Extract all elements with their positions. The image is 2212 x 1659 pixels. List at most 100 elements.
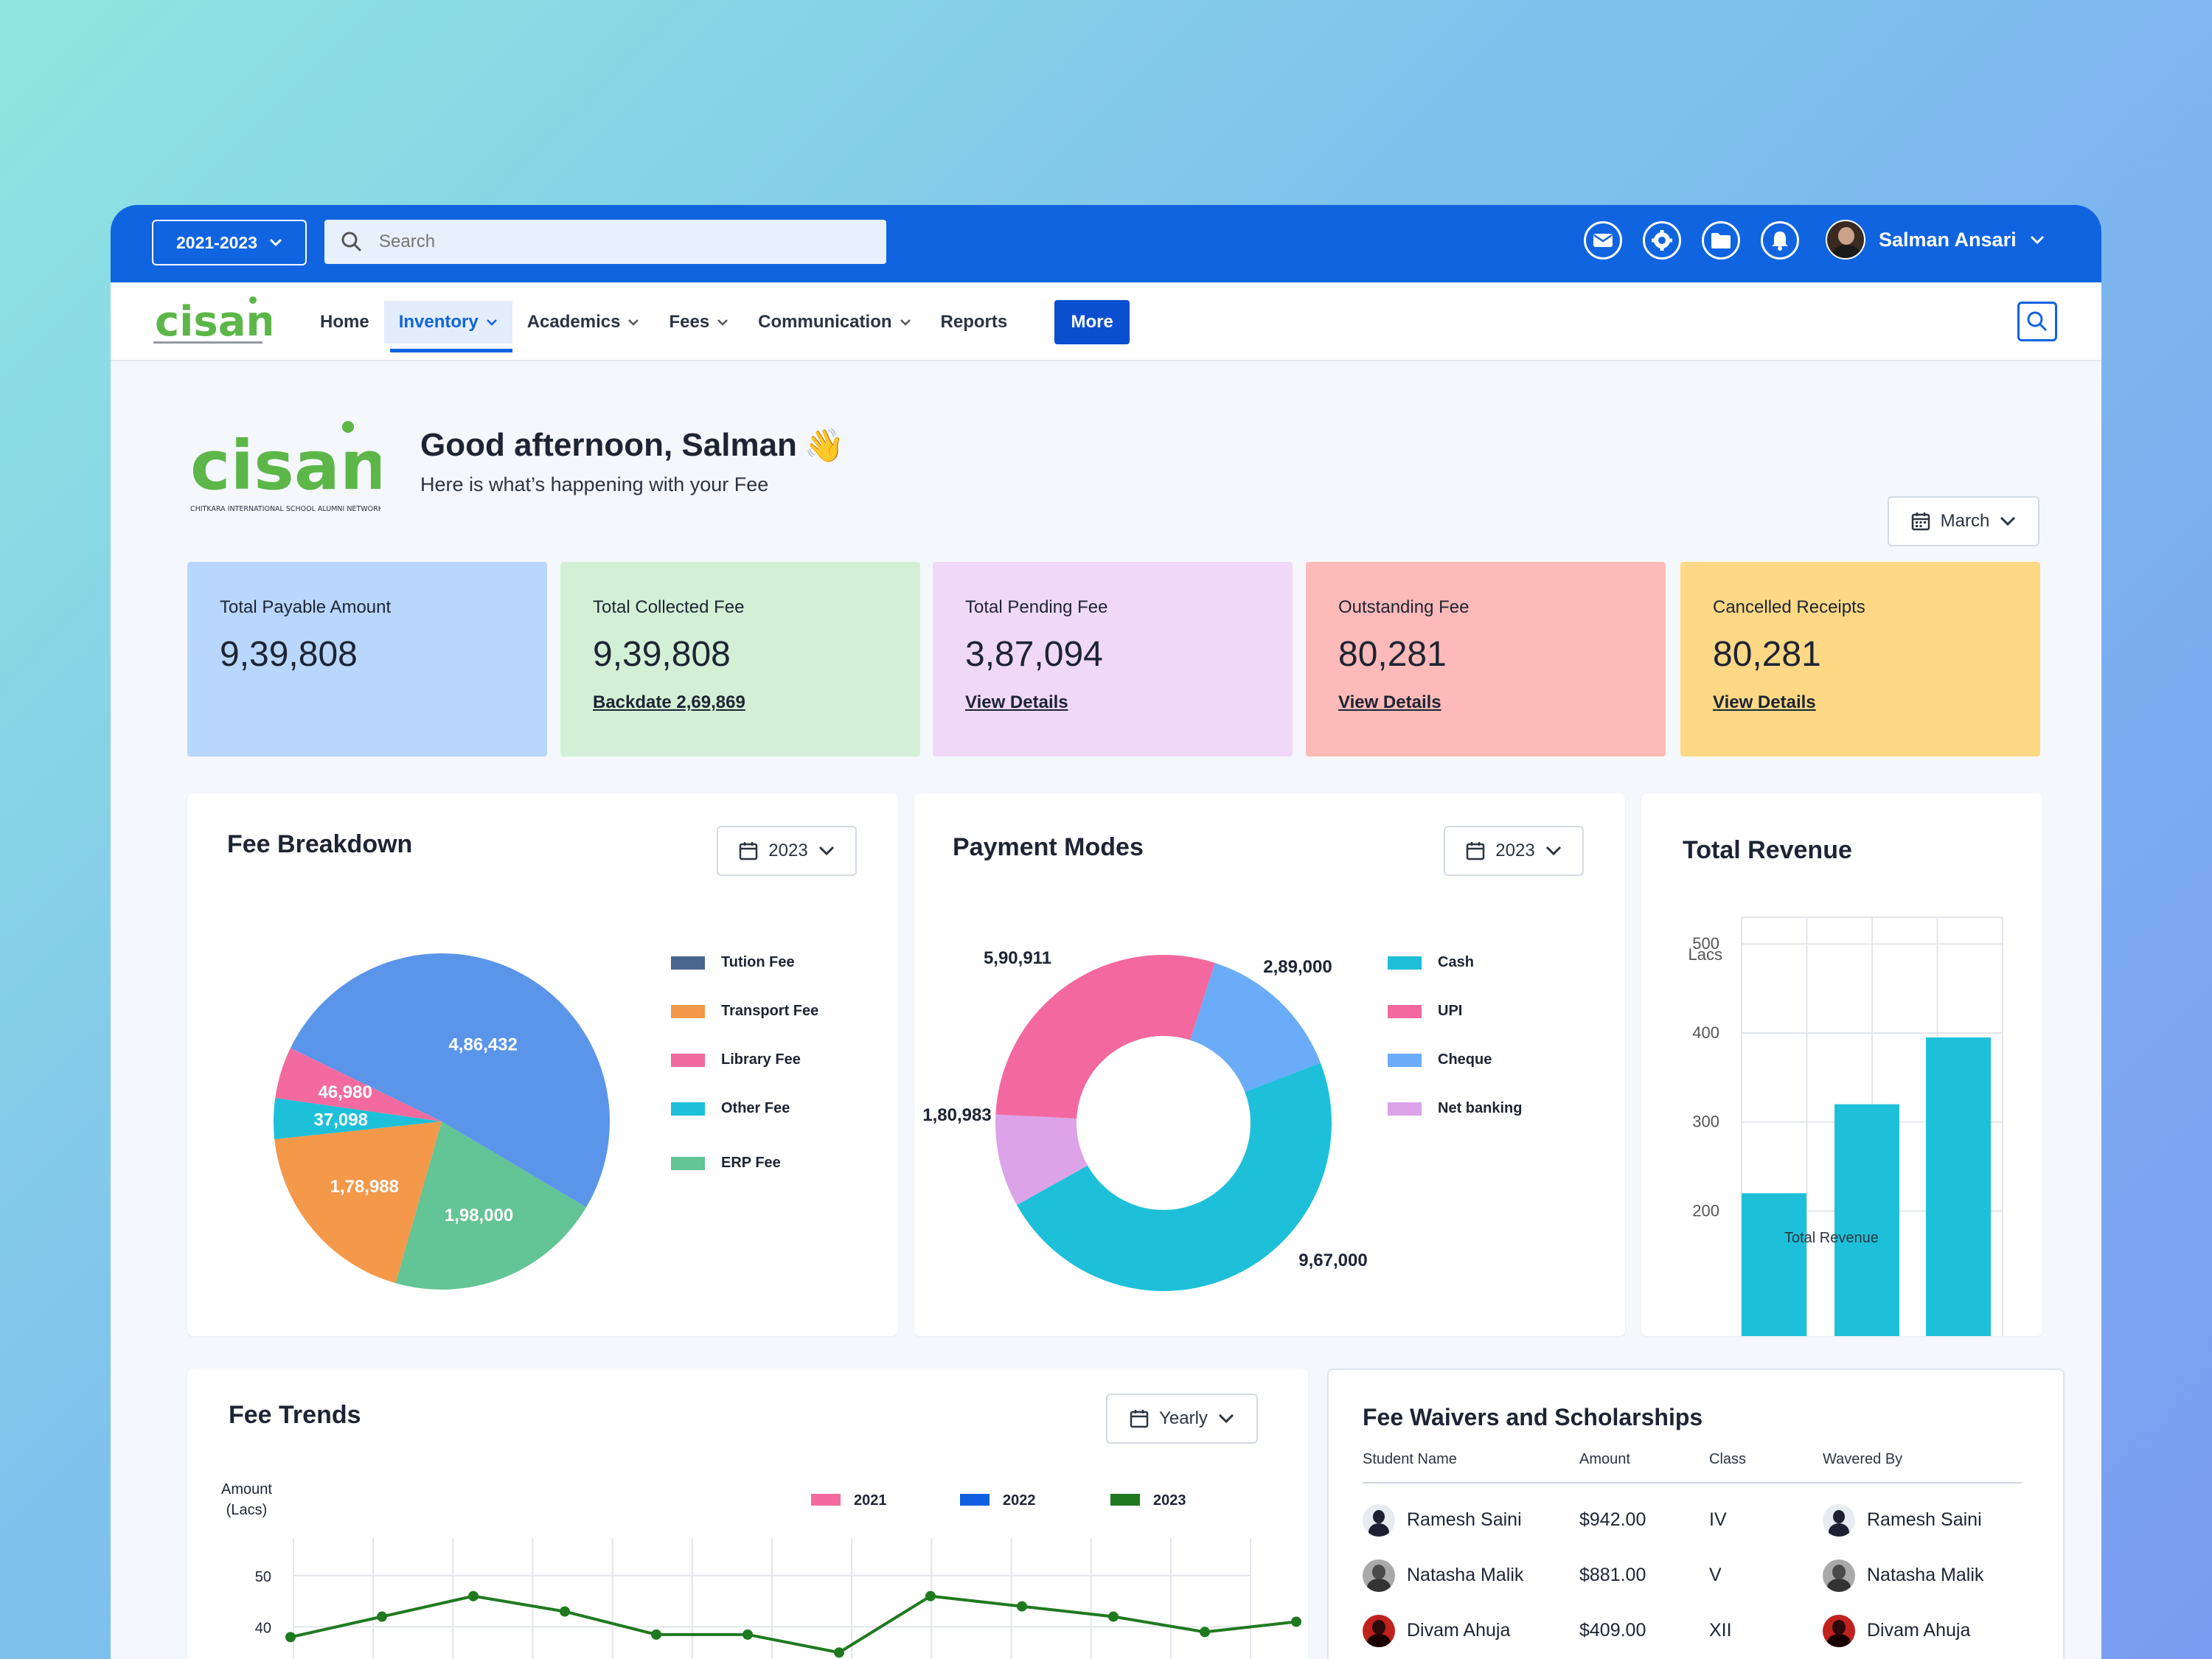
academic-year-select[interactable]: 2021-2023: [152, 220, 307, 265]
fee-breakdown-pie: 4,86,432 1,98,000 1,78,988 37,098 46,980: [274, 953, 610, 1290]
stat-link[interactable]: View Details: [1338, 692, 1441, 712]
search-box[interactable]: [324, 220, 886, 264]
svg-text:CHITKARA INTERNATIONAL SCHOOL: CHITKARA INTERNATIONAL SCHOOL ALUMNI NET…: [190, 505, 380, 513]
more-button[interactable]: More: [1054, 300, 1130, 344]
cell-class: IV: [1709, 1509, 1727, 1530]
data-point[interactable]: [1200, 1627, 1210, 1638]
stat-link[interactable]: View Details: [1713, 692, 1816, 712]
nav-item-reports[interactable]: Reports: [926, 301, 1023, 344]
data-point[interactable]: [560, 1606, 570, 1617]
wavered-by-name: Ramesh Saini: [1867, 1509, 1982, 1530]
data-point[interactable]: [742, 1629, 753, 1640]
legend-swatch: [811, 1494, 841, 1506]
bar[interactable]: [1926, 1037, 1991, 1336]
table-row[interactable]: Ramesh Saini $942.00 IV Ramesh Saini: [1363, 1492, 2022, 1548]
nav-item-label: Home: [320, 312, 369, 332]
app-logo[interactable]: cisan: [153, 293, 271, 352]
wave-icon: 👋: [804, 428, 845, 464]
svg-text:cisan: cisan: [155, 298, 271, 346]
greeting-block: Good afternoon, Salman 👋 Here is what’s h…: [420, 426, 845, 496]
donut-slice[interactable]: [995, 1114, 1088, 1206]
chevron-down-icon: [818, 846, 834, 856]
data-point[interactable]: [834, 1647, 844, 1658]
table-row[interactable]: Natasha Malik $881.00 V Natasha Malik: [1363, 1548, 2022, 1603]
data-point[interactable]: [1291, 1616, 1301, 1627]
nav-item-inventory[interactable]: Inventory: [383, 301, 512, 352]
data-point[interactable]: [925, 1590, 936, 1601]
nav-item-home[interactable]: Home: [305, 301, 384, 344]
legend-label: 2023: [1153, 1492, 1186, 1509]
legend-label: 2022: [1003, 1492, 1036, 1509]
mail-icon[interactable]: [1584, 221, 1622, 260]
app-window: 2021-2023 Salman Ansari: [111, 205, 2101, 1659]
nav-item-communication[interactable]: Communication: [743, 301, 925, 344]
stat-card: Total Collected Fee 9,39,808 Backdate 2,69…: [560, 562, 920, 757]
legend-item: Transport Fee: [671, 1003, 818, 1020]
folder-icon[interactable]: [1702, 221, 1740, 260]
y-tick-label: 40: [255, 1620, 271, 1636]
legend-item: Cheque: [1388, 1051, 1492, 1068]
top-icon-group: [1584, 221, 1799, 260]
pie-slice[interactable]: [274, 1121, 442, 1284]
search-icon: [2027, 311, 2048, 332]
greeting-text: Good afternoon, Salman: [420, 427, 797, 463]
search-input[interactable]: [379, 232, 821, 252]
pie-slice[interactable]: [290, 953, 610, 1208]
col-amount: Amount: [1579, 1451, 1630, 1467]
nav-item-fees[interactable]: Fees: [654, 301, 743, 344]
donut-slice[interactable]: [1017, 1062, 1332, 1292]
calendar-icon: [1467, 842, 1485, 860]
stat-label: Total Collected Fee: [593, 597, 745, 617]
stat-link[interactable]: Backdate 2,69,869: [593, 692, 745, 712]
data-point[interactable]: [1108, 1611, 1119, 1622]
cell-student: Natasha Malik: [1363, 1559, 1579, 1592]
fee-trends-panel: Fee Trends Yearly Amount (Lacs) 2021 2022…: [187, 1368, 1308, 1659]
month-select[interactable]: March: [1888, 496, 2039, 546]
cell-amount: $409.00: [1579, 1620, 1646, 1641]
cell-class: V: [1709, 1565, 1722, 1585]
donut-slice[interactable]: [1190, 962, 1321, 1092]
payment-modes-title: Payment Modes: [953, 833, 1144, 861]
stat-label: Cancelled Receipts: [1713, 597, 1865, 617]
col-student-name: Student Name: [1363, 1451, 1457, 1467]
cell-student: Divam Ahuja: [1363, 1614, 1579, 1647]
greeting-title: Good afternoon, Salman 👋: [420, 426, 845, 465]
avatar: [1363, 1559, 1395, 1592]
gear-icon[interactable]: [1643, 221, 1681, 260]
data-point[interactable]: [285, 1632, 296, 1643]
nav-item-academics[interactable]: Academics: [512, 301, 655, 344]
greeting-subtitle: Here is what’s happening with your Fee: [420, 473, 769, 495]
legend-swatch: [671, 956, 705, 970]
user-menu[interactable]: Salman Ansari: [1826, 220, 2045, 260]
fee-breakdown-year-select[interactable]: 2023: [717, 826, 857, 876]
y-tick-label: 500: [1692, 934, 1719, 953]
donut-slice[interactable]: [995, 955, 1215, 1119]
payment-modes-year-select[interactable]: 2023: [1444, 826, 1584, 876]
pie-slice[interactable]: [275, 1048, 442, 1121]
bell-icon[interactable]: [1761, 221, 1799, 260]
pie-slice[interactable]: [274, 1098, 442, 1140]
stat-card: Total Pending Fee 3,87,094 View Details: [933, 562, 1293, 757]
data-point[interactable]: [377, 1611, 387, 1622]
table-row[interactable]: Divam Ahuja $409.00 XII Divam Ahuja: [1363, 1603, 2022, 1658]
stat-link[interactable]: View Details: [965, 692, 1068, 712]
nav-search-button[interactable]: [2017, 302, 2057, 341]
data-point[interactable]: [468, 1590, 479, 1601]
nav-items: Home Inventory Academics Fees Communication R…: [305, 300, 1130, 352]
data-point[interactable]: [1017, 1601, 1027, 1612]
main-nav: cisan Home Inventory Academics Fees Communic…: [111, 282, 2101, 361]
bar[interactable]: [1834, 1104, 1899, 1336]
legend-label: 2021: [854, 1492, 887, 1509]
student-name: Natasha Malik: [1407, 1565, 1524, 1585]
data-point[interactable]: [651, 1629, 661, 1640]
total-revenue-panel: Total Revenue Lacs0200300400500202120222…: [1641, 793, 2042, 1336]
fee-trends-period-select[interactable]: Yearly: [1106, 1394, 1258, 1444]
pie-slice-label: 1,78,988: [330, 1177, 399, 1197]
fee-breakdown-year: 2023: [768, 841, 808, 860]
legend-swatch: [671, 1004, 705, 1018]
pie-slice[interactable]: [395, 1121, 587, 1290]
bar[interactable]: [1742, 1193, 1806, 1336]
search-icon: [341, 232, 362, 252]
payment-modes-donut: 2,89,000 9,67,000 1,80,983 5,90,911: [922, 948, 1368, 1292]
y-tick-label: 200: [1692, 1201, 1719, 1220]
